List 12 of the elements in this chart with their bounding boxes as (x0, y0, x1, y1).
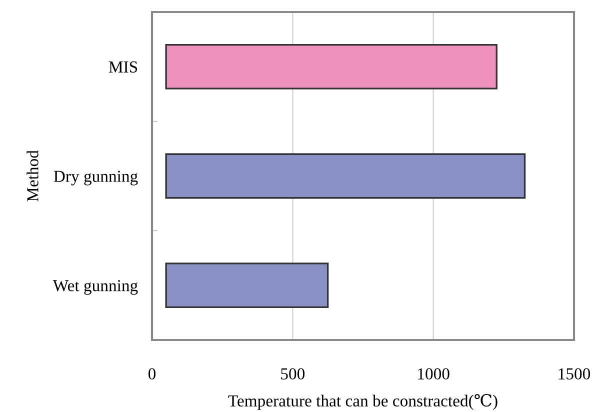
x-axis-title: Temperature that can be constracted(℃) (228, 394, 498, 410)
y-tick-label: MIS (108, 61, 138, 73)
bar (165, 44, 498, 90)
x-tick-label: 500 (281, 368, 305, 380)
x-tick-label: 0 (148, 368, 156, 380)
bar (165, 153, 526, 199)
y-tick-label: Wet gunning (52, 280, 138, 295)
bar (165, 262, 329, 308)
y-axis-title: Method (26, 150, 38, 202)
y-tick-label: Dry gunning (54, 170, 138, 186)
x-tick-label: 1500 (558, 368, 590, 380)
x-tick-label: 1000 (418, 368, 450, 380)
